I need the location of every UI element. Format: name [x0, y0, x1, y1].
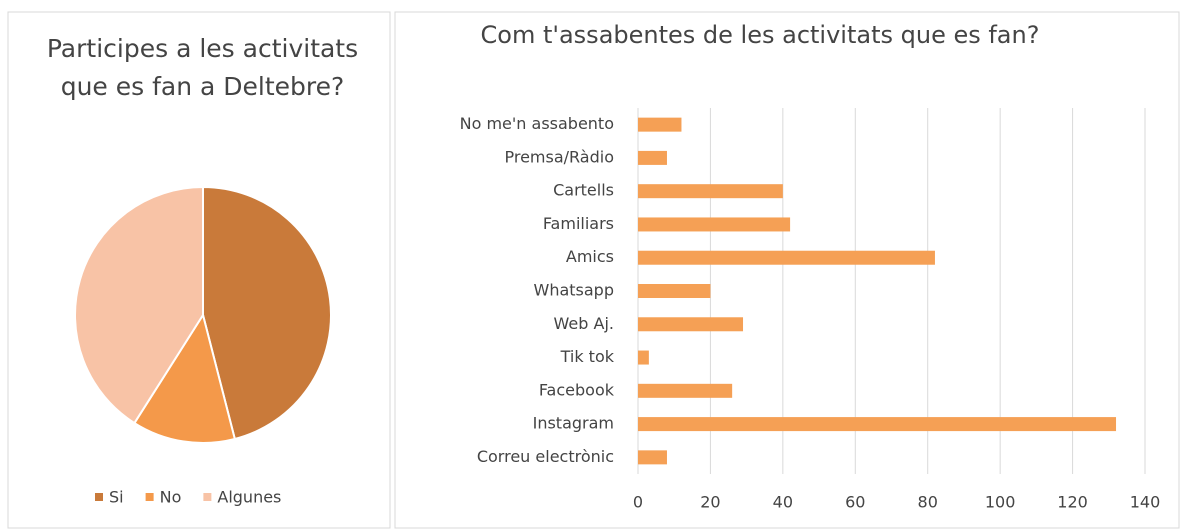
x-tick-label: 40: [773, 493, 793, 512]
legend-swatch: [145, 493, 154, 501]
bar: [638, 150, 667, 165]
y-tick-label: Web Aj.: [554, 314, 614, 333]
y-tick-label: No me'n assabento: [460, 114, 614, 133]
bar: [638, 350, 649, 365]
bar: [638, 317, 744, 332]
x-tick-label: 120: [1057, 493, 1088, 512]
bar: [638, 383, 733, 398]
bar-title: Com t'assabentes de les activitats que e…: [480, 21, 1040, 49]
bar: [638, 250, 935, 265]
y-tick-label: Tik tok: [560, 347, 615, 366]
legend-label: No: [160, 488, 182, 507]
bar: [638, 184, 783, 199]
bar: [638, 417, 1117, 432]
y-tick-label: Familiars: [543, 214, 614, 233]
y-tick-label: Amics: [566, 247, 614, 266]
y-tick-label: Facebook: [539, 380, 615, 399]
legend-swatch: [203, 493, 212, 501]
y-tick-label: Instagram: [533, 414, 614, 433]
y-tick-label: Cartells: [553, 181, 614, 200]
y-tick-label: Correu electrònic: [477, 447, 614, 466]
x-tick-label: 0: [633, 493, 643, 512]
x-tick-label: 80: [918, 493, 938, 512]
bar: [638, 284, 711, 298]
bar: [638, 217, 791, 232]
bar: [638, 117, 682, 132]
bar-panel: [394, 11, 1180, 529]
x-tick-label: 100: [985, 493, 1016, 512]
bar: [638, 450, 667, 465]
pie-panel: [7, 11, 391, 529]
y-tick-label: Whatsapp: [534, 281, 615, 300]
pie-slice: [133, 312, 237, 444]
pie-slice: [74, 185, 204, 425]
x-tick-label: 20: [700, 493, 720, 512]
pie-title: Participes a les activitats que es fan a…: [46, 34, 359, 101]
x-tick-label: 60: [845, 493, 865, 512]
legend-label: Si: [109, 488, 124, 507]
y-tick-label: Premsa/Ràdio: [504, 147, 614, 166]
x-tick-label: 140: [1130, 493, 1161, 512]
legend-swatch: [95, 493, 103, 501]
pie-slice: [202, 185, 332, 441]
legend-label: Algunes: [217, 488, 281, 507]
